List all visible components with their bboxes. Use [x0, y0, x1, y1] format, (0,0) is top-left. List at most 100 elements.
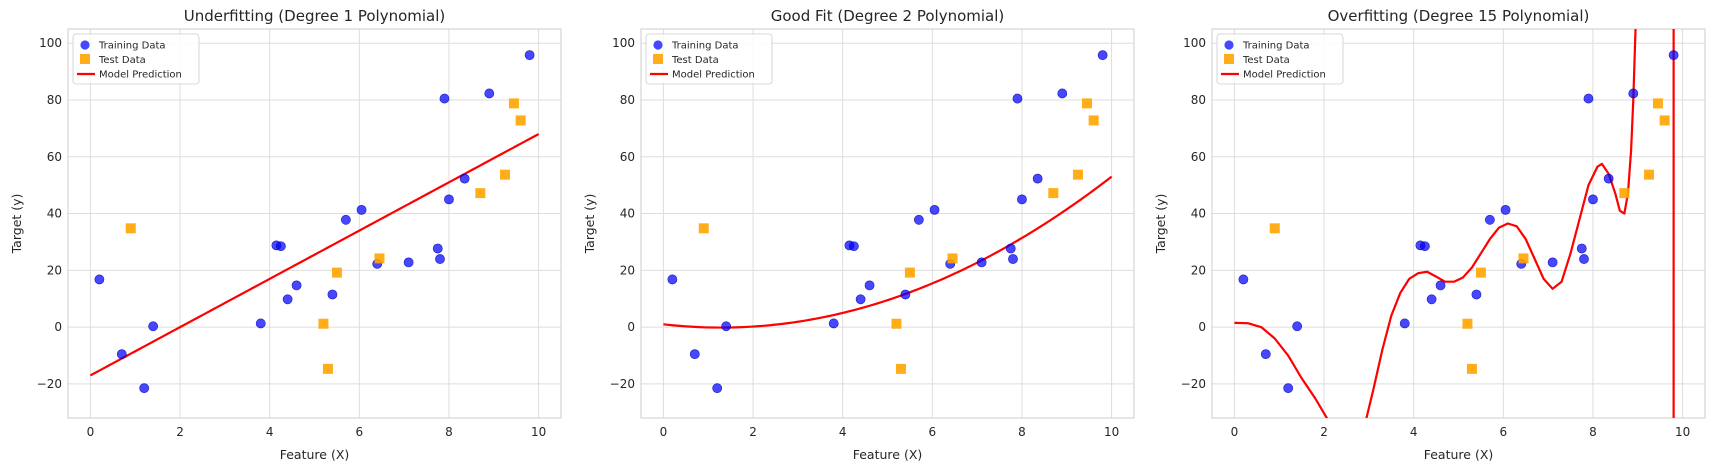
x-tick-label: 10 — [1104, 425, 1119, 439]
training-data-series — [667, 50, 1108, 394]
test-data-point — [1088, 115, 1099, 126]
training-data-point — [444, 194, 454, 205]
test-data-series — [698, 98, 1099, 374]
test-data-point — [904, 267, 915, 278]
training-data-point — [1426, 294, 1437, 305]
y-tick-label: 80 — [47, 93, 62, 107]
legend: Training Data Test Data Model Prediction — [72, 33, 200, 85]
chart-panel-2: 0 2 4 6 8 10 −20 0 20 40 60 80 100 Training Data Test … — [582, 7, 1135, 462]
training-data-point — [1579, 254, 1589, 264]
training-data-point — [864, 280, 875, 291]
test-data-series — [1269, 98, 1670, 374]
x-axis-label: Feature (X) — [1424, 447, 1494, 462]
y-tick-label: 20 — [1191, 263, 1206, 277]
test-data-point — [331, 267, 342, 278]
legend-test-label: Test Data — [671, 55, 719, 66]
training-data-point — [116, 349, 127, 360]
legend-box — [1216, 33, 1344, 85]
plot-frame — [67, 28, 562, 419]
x-tick-label: 6 — [355, 425, 363, 439]
training-data-point — [94, 274, 105, 285]
y-tick-label: 60 — [47, 150, 62, 164]
training-data-point — [1097, 50, 1108, 61]
training-data-point — [403, 257, 414, 268]
y-tick-label: 100 — [1183, 36, 1206, 50]
plot-area — [641, 29, 1134, 418]
training-data-point — [929, 204, 940, 215]
y-tick-label: 0 — [1198, 320, 1206, 334]
legend-test-label: Test Data — [1242, 55, 1290, 66]
y-tick-label: 0 — [627, 320, 635, 334]
legend-box — [645, 33, 773, 85]
y-axis-label: Target (y) — [582, 194, 597, 255]
legend-model-label: Model Prediction — [99, 70, 182, 81]
legend-box — [72, 33, 200, 85]
training-data-point — [1283, 383, 1294, 394]
test-data-point — [1269, 223, 1280, 234]
x-tick-label: 2 — [1320, 425, 1328, 439]
chart-title: Good Fit (Degree 2 Polynomial) — [771, 7, 1005, 25]
training-data-point — [712, 383, 723, 394]
test-data-series — [125, 98, 526, 374]
legend-training-label: Training Data — [1242, 41, 1310, 52]
x-tick-label: 0 — [1231, 425, 1239, 439]
legend-test-marker — [1224, 54, 1234, 64]
legend-model-label: Model Prediction — [1243, 70, 1326, 81]
test-data-point — [125, 223, 136, 234]
plot-area — [1212, 29, 1705, 418]
training-data-point — [1588, 194, 1598, 205]
training-data-point — [848, 241, 859, 252]
training-data-point — [1576, 243, 1587, 254]
x-tick-label: 10 — [1675, 425, 1690, 439]
training-data-point — [524, 50, 535, 61]
legend-training-marker — [80, 40, 90, 50]
test-data-point — [1072, 169, 1083, 180]
legend-test-label: Test Data — [98, 55, 146, 66]
test-data-point — [1081, 98, 1092, 109]
x-tick-label: 2 — [749, 425, 757, 439]
training-data-series — [1238, 50, 1679, 394]
training-data-point — [1260, 349, 1271, 360]
test-data-point — [515, 115, 526, 126]
test-data-point — [947, 253, 958, 264]
training-data-point — [900, 289, 911, 300]
test-data-point — [475, 188, 486, 199]
y-axis-label: Target (y) — [9, 194, 24, 255]
training-data-point — [1668, 50, 1679, 61]
training-data-series — [94, 50, 535, 394]
legend-training-marker — [1224, 40, 1234, 50]
test-data-point — [1643, 169, 1654, 180]
y-tick-label: −20 — [610, 377, 635, 391]
chart-title: Underfitting (Degree 1 Polynomial) — [184, 7, 446, 25]
training-data-point — [689, 349, 700, 360]
x-tick-label: 0 — [87, 425, 95, 439]
training-data-point — [1005, 243, 1016, 254]
x-tick-label: 8 — [445, 425, 453, 439]
chart-title: Overfitting (Degree 15 Polynomial) — [1328, 7, 1590, 25]
y-tick-label: 100 — [612, 36, 635, 50]
plot-area — [68, 29, 561, 418]
legend: Training Data Test Data Model Prediction — [645, 33, 773, 85]
training-data-point — [148, 321, 159, 332]
x-tick-label: 0 — [660, 425, 668, 439]
training-data-point — [1583, 93, 1594, 104]
training-data-point — [1399, 318, 1410, 329]
training-data-point — [439, 93, 450, 104]
training-data-point — [1292, 321, 1303, 332]
training-data-point — [976, 257, 987, 268]
y-tick-label: 80 — [1191, 93, 1206, 107]
training-data-point — [1471, 289, 1482, 300]
training-data-point — [667, 274, 678, 285]
x-tick-label: 4 — [839, 425, 847, 439]
y-tick-label: 60 — [620, 150, 635, 164]
test-data-point — [318, 318, 329, 329]
training-data-point — [1435, 280, 1446, 291]
training-data-point — [1484, 214, 1495, 225]
x-tick-label: 8 — [1589, 425, 1597, 439]
test-data-point — [1518, 253, 1529, 264]
legend: Training Data Test Data Model Prediction — [1216, 33, 1344, 85]
model-prediction-line — [663, 175, 1113, 329]
training-data-point — [1057, 88, 1068, 99]
training-data-point — [356, 204, 367, 215]
training-data-point — [1500, 204, 1511, 215]
